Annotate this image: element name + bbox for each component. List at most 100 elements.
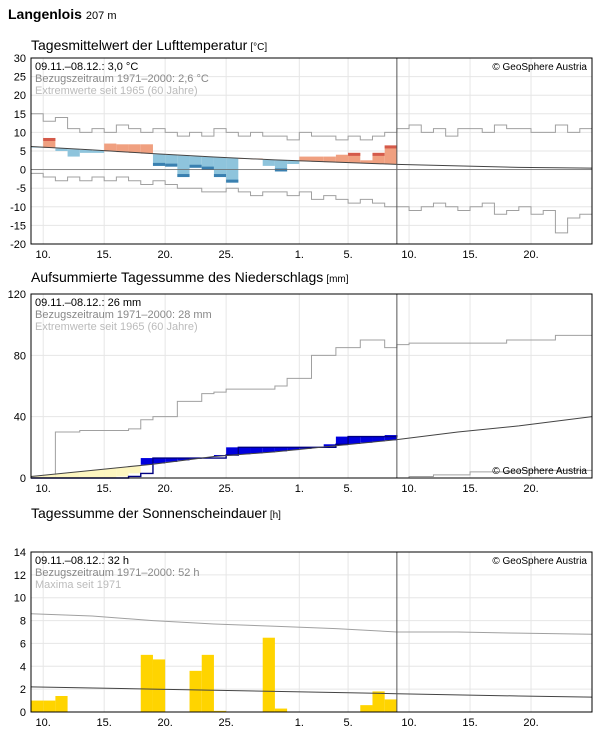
sunshine-bar <box>213 710 227 712</box>
station-name: Langenlois <box>8 6 82 22</box>
reference-cumulative-line <box>30 416 593 477</box>
sunshine-chart-title: Tagessumme der Sonnenscheindauer [h] <box>31 505 281 521</box>
cold-anomaly-bar <box>274 160 288 172</box>
cold-anomaly-bar <box>226 158 239 183</box>
legend-line-2: Bezugszeitraum 1971–2000: 52 h <box>35 567 200 579</box>
x-tick-label: 15. <box>462 483 477 495</box>
y-tick-label: 5 <box>20 146 26 158</box>
reference-mean-line <box>30 146 593 169</box>
precip-surplus-area <box>177 458 190 461</box>
cold-anomaly-bar <box>91 150 105 153</box>
sunshine-unit: [h] <box>269 510 281 521</box>
extreme-anomaly-cap <box>177 174 190 178</box>
cold-anomaly-bar <box>177 155 190 178</box>
sunshine-bar <box>262 637 275 712</box>
y-tick-label: 10 <box>14 593 26 605</box>
sunshine-bar <box>152 659 166 712</box>
extreme-anomaly-cap <box>189 164 202 168</box>
sunshine-bar <box>201 654 214 712</box>
legend-line-2: Bezugszeitraum 1971–2000: 28 mm <box>35 309 212 321</box>
sunshine-bar <box>140 654 153 712</box>
warm-anomaly-bar <box>360 160 373 164</box>
legend-line-1: 09.11.–08.12.: 26 mm <box>35 297 141 309</box>
extreme-min-line <box>31 172 592 234</box>
plot-frame <box>30 57 593 245</box>
y-tick-label: -5 <box>16 183 26 195</box>
y-tick-label: 6 <box>20 638 26 650</box>
legend-line-3: Extremwerte seit 1965 (60 Jahre) <box>35 321 198 333</box>
warm-anomaly-bar <box>372 152 385 164</box>
precip-surplus-area <box>335 436 349 446</box>
extreme-anomaly-cap <box>43 137 56 141</box>
cold-anomaly-bar <box>201 156 214 170</box>
precipitation-title-text: Aufsummierte Tagessumme des Niederschlag… <box>31 269 324 285</box>
y-tick-label: 20 <box>14 90 26 102</box>
precip-deficit-area <box>128 466 141 474</box>
precip-deficit-area <box>43 474 56 478</box>
precip-deficit-area <box>55 473 68 478</box>
warm-anomaly-bar <box>323 156 336 163</box>
precip-surplus-area <box>226 447 239 456</box>
precip-surplus-area <box>238 447 251 455</box>
cold-anomaly-bar <box>55 148 68 151</box>
legend-line-1: 09.11.–08.12.: 3,0 °C <box>35 61 138 73</box>
station-altitude: 207 m <box>85 10 117 22</box>
y-tick-label: 15 <box>14 109 26 121</box>
sunshine-bar <box>55 696 68 712</box>
precip-surplus-area <box>360 436 373 443</box>
sunshine-bar <box>372 691 385 712</box>
warm-anomaly-bar <box>128 144 141 153</box>
x-tick-label: 15. <box>97 717 112 729</box>
precipitation-chart-title: Aufsummierte Tagessumme des Niederschlag… <box>31 269 349 285</box>
extreme-anomaly-cap <box>165 163 178 167</box>
y-tick-label: 0 <box>20 707 26 719</box>
warm-anomaly-bar <box>384 145 397 165</box>
cold-anomaly-bar <box>189 156 202 168</box>
precip-surplus-area <box>213 455 227 457</box>
precip-deficit-area <box>104 468 117 478</box>
precip-surplus-area <box>348 436 361 444</box>
sunshine-bar <box>43 700 56 712</box>
y-tick-label: 25 <box>14 72 26 84</box>
x-tick-label: 20. <box>158 717 173 729</box>
x-tick-label: 10. <box>401 249 416 261</box>
extreme-max-line <box>31 113 593 144</box>
x-tick-label: 25. <box>218 249 233 261</box>
plot-frame <box>30 293 593 479</box>
x-tick-label: 20. <box>523 717 538 729</box>
y-tick-label: -20 <box>10 239 26 251</box>
y-tick-label: -10 <box>10 202 26 214</box>
precip-surplus-area <box>262 447 275 453</box>
precip-surplus-area <box>152 458 166 464</box>
y-tick-label: 8 <box>20 616 26 628</box>
x-tick-label: 10. <box>401 717 416 729</box>
sunshine-bar <box>384 699 397 712</box>
extreme-anomaly-cap <box>152 162 166 166</box>
extreme-anomaly-cap <box>348 152 361 156</box>
x-tick-label: 5. <box>343 249 352 261</box>
precip-surplus-area <box>287 447 300 451</box>
precip-deficit-area <box>31 475 44 478</box>
y-tick-label: 30 <box>14 53 26 65</box>
extreme-anomaly-cap <box>226 179 239 183</box>
y-tick-label: 120 <box>8 289 26 301</box>
precip-surplus-area <box>323 444 336 447</box>
temperature-chart-title: Tagesmittelwert der Lufttemperatur [°C] <box>31 37 267 53</box>
x-tick-label: 20. <box>523 483 538 495</box>
precip-surplus-area <box>140 458 153 465</box>
x-tick-label: 25. <box>218 717 233 729</box>
cold-anomaly-bar <box>287 160 300 165</box>
x-tick-label: 10. <box>401 483 416 495</box>
y-tick-label: 14 <box>14 547 26 559</box>
sunshine-title-text: Tagessumme der Sonnenscheindauer <box>31 505 267 521</box>
x-tick-label: 20. <box>158 249 173 261</box>
legend-line-3: Maxima seit 1971 <box>35 579 121 591</box>
x-tick-label: 10. <box>36 249 51 261</box>
x-tick-label: 15. <box>462 717 477 729</box>
cold-anomaly-bar <box>262 159 275 166</box>
reference-sunshine-line <box>30 686 593 698</box>
x-tick-label: 15. <box>97 249 112 261</box>
precip-deficit-area <box>91 469 105 478</box>
